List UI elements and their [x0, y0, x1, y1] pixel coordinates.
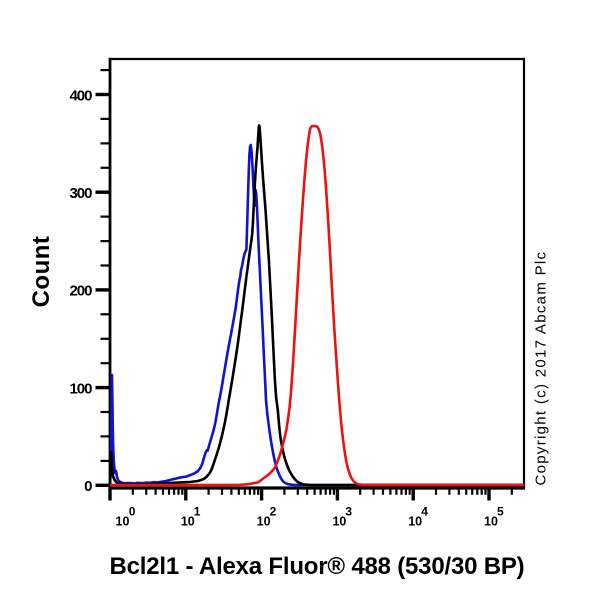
svg-text:10: 10 — [181, 515, 195, 529]
svg-text:300: 300 — [69, 185, 92, 202]
svg-text:Count: Count — [28, 236, 55, 308]
svg-text:1: 1 — [194, 505, 201, 519]
svg-text:10: 10 — [257, 515, 271, 529]
svg-text:Bcl2l1 - Alexa Fluor® 488 (530: Bcl2l1 - Alexa Fluor® 488 (530/30 BP) — [110, 553, 525, 580]
svg-text:3: 3 — [345, 505, 352, 519]
svg-text:5: 5 — [497, 505, 504, 519]
svg-text:10: 10 — [116, 515, 130, 529]
svg-text:200: 200 — [69, 283, 92, 300]
svg-text:4: 4 — [421, 505, 428, 519]
svg-text:10: 10 — [408, 515, 422, 529]
svg-text:2: 2 — [270, 505, 277, 519]
svg-text:Copyright (c) 2017 Abcam Plc: Copyright (c) 2017 Abcam Plc — [533, 251, 550, 486]
svg-text:0: 0 — [84, 478, 92, 495]
svg-text:0: 0 — [129, 505, 136, 519]
svg-text:100: 100 — [69, 380, 92, 397]
svg-text:10: 10 — [332, 515, 346, 529]
svg-text:400: 400 — [69, 87, 92, 104]
svg-text:10: 10 — [484, 515, 498, 529]
